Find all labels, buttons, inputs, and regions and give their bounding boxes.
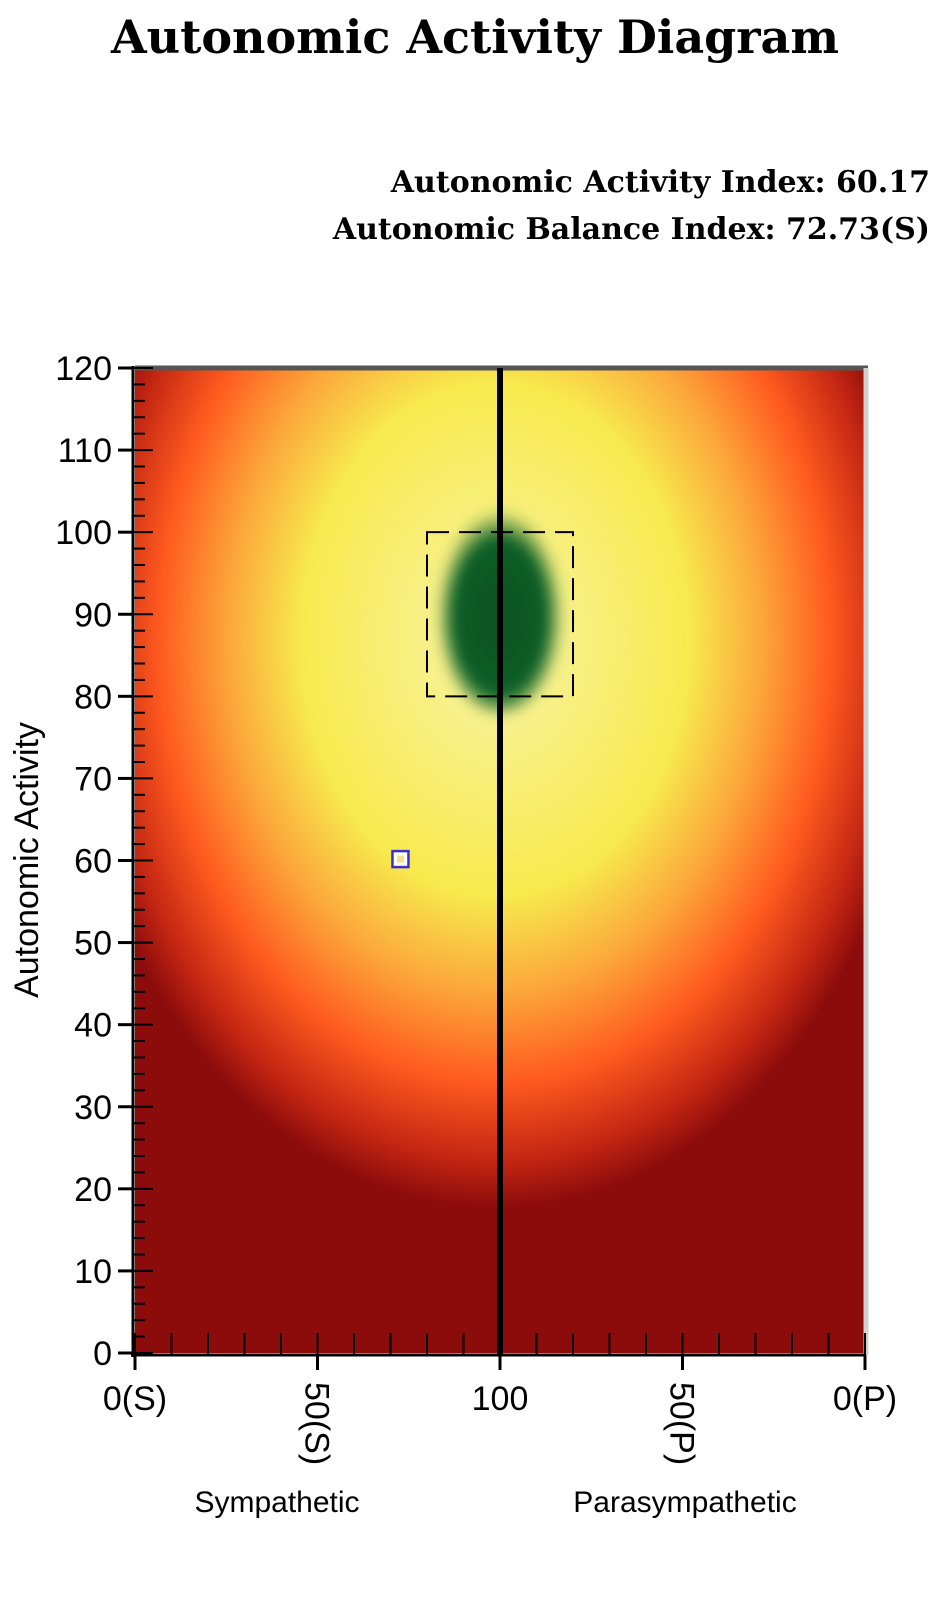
- y-tick-label: 80: [74, 678, 112, 716]
- x-tick-label: 100: [472, 1380, 529, 1418]
- y-tick-label: 30: [74, 1089, 112, 1127]
- y-tick-label: 70: [74, 760, 112, 798]
- y-tick-label: 90: [74, 596, 112, 634]
- x-tick-label: 0(S): [103, 1380, 167, 1418]
- parasympathetic-label: Parasympathetic: [573, 1486, 796, 1519]
- x-tick-label: 0(P): [833, 1380, 897, 1418]
- x-tick-label: 50(P): [663, 1382, 701, 1465]
- x-tick-label: 50(S): [298, 1382, 336, 1465]
- activity-index-readout: Autonomic Activity Index: 60.17: [390, 165, 930, 200]
- y-tick-label: 100: [55, 514, 112, 552]
- y-tick-label: 0: [93, 1335, 112, 1373]
- y-tick-label: 120: [55, 350, 112, 388]
- chart-title: Autonomic Activity Diagram: [110, 10, 840, 64]
- y-axis-title: Autonomic Activity: [8, 722, 46, 998]
- y-tick-label: 110: [58, 432, 112, 470]
- y-tick-label: 10: [74, 1253, 112, 1291]
- y-tick-label: 40: [74, 1007, 112, 1045]
- sympathetic-label: Sympathetic: [194, 1486, 359, 1519]
- y-tick-label: 50: [74, 925, 112, 963]
- y-tick-label: 20: [74, 1171, 112, 1209]
- y-tick-label: 60: [74, 843, 112, 881]
- measurement-point-core: [396, 855, 404, 863]
- normal-range-box: [426, 531, 574, 698]
- balance-index-readout: Autonomic Balance Index: 72.73(S): [332, 212, 930, 247]
